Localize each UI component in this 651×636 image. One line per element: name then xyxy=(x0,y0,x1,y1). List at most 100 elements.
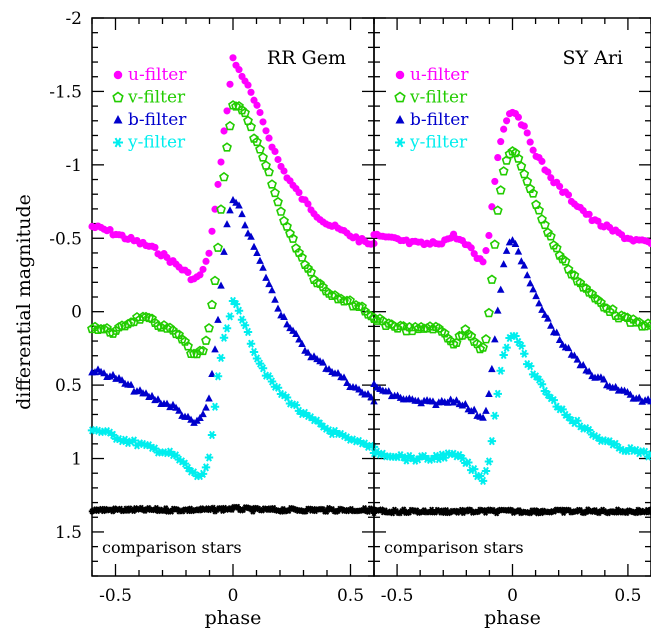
data-point xyxy=(271,147,279,156)
data-point xyxy=(499,350,508,360)
data-point xyxy=(100,369,108,377)
data-point xyxy=(519,169,530,179)
data-point xyxy=(635,393,643,401)
data-point xyxy=(475,471,485,481)
data-point xyxy=(481,466,491,476)
data-point xyxy=(470,405,478,413)
data-point xyxy=(640,321,651,331)
data-point xyxy=(252,354,262,363)
data-point xyxy=(253,248,261,257)
data-point xyxy=(273,196,283,207)
data-point xyxy=(535,299,543,307)
data-point xyxy=(478,476,488,485)
series-u-filter xyxy=(88,54,378,284)
data-point xyxy=(223,107,231,115)
data-point xyxy=(585,367,593,375)
data-point xyxy=(214,315,222,323)
data-point xyxy=(538,157,546,165)
data-point xyxy=(494,154,502,162)
data-point xyxy=(304,200,312,208)
y-axis-label: differential magnitude xyxy=(13,194,35,410)
data-point xyxy=(243,327,253,337)
y-tick-label: -0.5 xyxy=(49,229,82,249)
data-point xyxy=(231,300,241,309)
data-point xyxy=(496,285,505,293)
data-point xyxy=(560,256,571,266)
data-point xyxy=(319,358,327,366)
data-point xyxy=(579,360,588,369)
data-point xyxy=(199,265,207,273)
series-v-filter xyxy=(369,146,651,354)
data-point xyxy=(587,288,598,299)
data-point xyxy=(219,171,229,182)
data-point xyxy=(280,167,288,175)
series-y-filter xyxy=(87,296,379,481)
data-point xyxy=(600,375,608,383)
data-point xyxy=(604,306,615,316)
panel-0: -0.5 0 0.5 -2 -1.5 -1 -0.5 0 0.5 1 1.5 phase RR Gem u… xyxy=(49,9,379,629)
data-point xyxy=(184,268,192,276)
data-point xyxy=(392,323,403,333)
data-point xyxy=(523,129,531,137)
series-u-filter xyxy=(370,108,651,266)
data-point xyxy=(525,362,535,371)
y-tick-label: 0.5 xyxy=(55,376,82,396)
data-point xyxy=(538,305,546,313)
data-point xyxy=(234,306,244,315)
data-point xyxy=(241,221,249,229)
series-b-filter xyxy=(88,195,378,426)
data-point xyxy=(544,168,552,176)
data-point xyxy=(247,232,255,240)
data-point xyxy=(490,411,500,420)
data-point xyxy=(570,351,579,359)
data-point xyxy=(532,291,540,300)
data-point xyxy=(204,453,214,462)
data-point xyxy=(235,201,243,209)
panel-1: -0.5 0 0.5 phase SY Ari u-filter v-filterb-fil… xyxy=(369,17,651,629)
data-point xyxy=(196,271,204,279)
data-point xyxy=(520,349,529,358)
x-axis-label: phase xyxy=(205,607,262,629)
data-point xyxy=(501,155,512,165)
data-point xyxy=(297,252,307,262)
data-point xyxy=(255,359,265,368)
data-point xyxy=(479,413,487,421)
data-point xyxy=(479,258,487,266)
data-point xyxy=(545,231,556,241)
data-point xyxy=(108,328,118,338)
x-tick-label: 0.5 xyxy=(337,586,364,606)
comparison-stars-label: comparison stars xyxy=(384,538,524,557)
data-point xyxy=(457,330,468,340)
data-point xyxy=(196,413,204,421)
legend-marker xyxy=(113,137,123,148)
data-point xyxy=(217,158,225,166)
data-point xyxy=(255,144,265,154)
data-point xyxy=(514,113,522,121)
x-tick-label: -0.5 xyxy=(99,586,132,606)
x-tick-label: 0 xyxy=(507,586,518,606)
data-point xyxy=(267,377,277,386)
series-comparison-stars xyxy=(88,503,378,515)
data-point xyxy=(508,236,517,244)
data-point xyxy=(526,138,534,146)
data-point xyxy=(482,247,490,255)
data-point xyxy=(529,146,537,154)
data-point xyxy=(216,353,226,363)
series-b-filter xyxy=(370,236,651,421)
data-point xyxy=(634,317,645,327)
data-point xyxy=(154,395,162,403)
data-point xyxy=(491,177,499,186)
data-point xyxy=(646,320,651,330)
data-point xyxy=(429,397,437,405)
data-point xyxy=(573,355,582,363)
data-point xyxy=(646,450,651,459)
data-point xyxy=(534,205,544,215)
data-point xyxy=(520,261,529,269)
data-point xyxy=(246,339,256,348)
data-point xyxy=(529,285,537,293)
data-point xyxy=(99,324,109,334)
data-point xyxy=(647,240,651,248)
data-point xyxy=(201,463,211,472)
data-point xyxy=(486,274,497,284)
